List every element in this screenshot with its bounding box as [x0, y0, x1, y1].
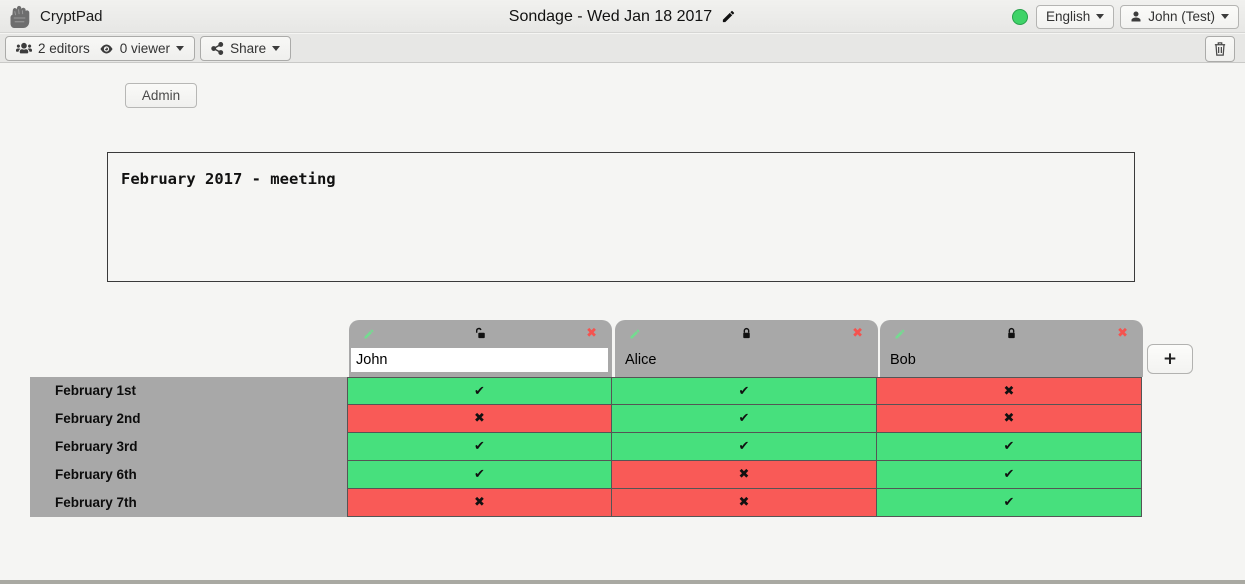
- delete-column-icon[interactable]: ✖: [586, 326, 597, 341]
- app-name: CryptPad: [40, 8, 103, 25]
- unlock-icon[interactable]: [474, 327, 488, 340]
- poll-row-label: February 6th: [30, 461, 347, 489]
- poll-grid: February 1st ✔ ✔ ✖ February 2nd ✖ ✔ ✖ February 3…: [30, 377, 1142, 517]
- poll-row-label: February 3rd: [30, 433, 347, 461]
- delete-column-icon[interactable]: ✖: [852, 326, 863, 341]
- viewers-count-label: 0 viewer: [119, 41, 171, 56]
- user-menu-dropdown[interactable]: John (Test): [1120, 4, 1239, 29]
- poll-cell-yes[interactable]: ✔: [612, 377, 877, 405]
- connection-status-dot: [1011, 8, 1028, 25]
- cryptpad-fist-logo: [8, 4, 31, 30]
- bottom-scrollbar[interactable]: [0, 580, 1245, 584]
- chevron-down-icon: [1221, 14, 1229, 19]
- chevron-down-icon: [272, 46, 281, 51]
- poll-cell-yes[interactable]: ✔: [612, 433, 877, 461]
- trash-icon: [1213, 41, 1227, 57]
- column-name-label: Alice: [625, 352, 657, 368]
- delete-column-icon[interactable]: ✖: [1117, 326, 1128, 341]
- poll-column-header: ✖: [349, 320, 612, 377]
- lock-icon[interactable]: [1005, 327, 1018, 340]
- users-icon: [16, 42, 32, 55]
- poll-cell-no[interactable]: ✖: [877, 377, 1142, 405]
- column-name-input[interactable]: [351, 348, 608, 372]
- trash-button[interactable]: [1205, 36, 1235, 62]
- poll-cell-yes[interactable]: ✔: [877, 489, 1142, 517]
- poll-cell-yes[interactable]: ✔: [347, 377, 612, 405]
- poll-description-textarea[interactable]: [107, 152, 1135, 282]
- brand: CryptPad: [8, 0, 103, 33]
- poll-row-label: February 7th: [30, 489, 347, 517]
- lock-icon[interactable]: [740, 327, 753, 340]
- poll-cell-no[interactable]: ✖: [612, 461, 877, 489]
- user-label: John (Test): [1148, 9, 1215, 24]
- poll-column-header: ✖ Alice: [615, 320, 878, 377]
- edit-column-icon[interactable]: [363, 328, 375, 340]
- add-column-button[interactable]: +: [1147, 344, 1193, 374]
- poll-cell-yes[interactable]: ✔: [347, 461, 612, 489]
- column-name-label: Bob: [890, 352, 916, 368]
- userlist-button[interactable]: 2 editors 0 viewer: [5, 36, 196, 61]
- poll-cell-no[interactable]: ✖: [347, 405, 612, 433]
- document-title: Sondage - Wed Jan 18 2017: [508, 7, 713, 25]
- share-label: Share: [230, 41, 267, 56]
- poll-column-header: ✖ Bob: [880, 320, 1143, 377]
- poll-cell-no[interactable]: ✖: [347, 489, 612, 517]
- poll-cell-yes[interactable]: ✔: [877, 461, 1142, 489]
- poll-cell-yes[interactable]: ✔: [347, 433, 612, 461]
- edit-title-pencil-icon[interactable]: [721, 9, 736, 24]
- top-bar: CryptPad Sondage - Wed Jan 18 2017 Engli…: [0, 0, 1245, 33]
- share-icon: [211, 42, 224, 55]
- share-button[interactable]: Share: [200, 36, 292, 61]
- poll-cell-no[interactable]: ✖: [612, 489, 877, 517]
- user-icon: [1130, 10, 1142, 23]
- admin-button[interactable]: Admin: [125, 83, 197, 108]
- eye-icon: [99, 43, 114, 55]
- editors-count-label: 2 editors: [38, 41, 90, 56]
- language-label: English: [1045, 9, 1091, 24]
- poll-row-label: February 1st: [30, 377, 347, 405]
- poll-row-label: February 2nd: [30, 405, 347, 433]
- chevron-down-icon: [1096, 14, 1105, 19]
- poll-cell-no[interactable]: ✖: [877, 405, 1142, 433]
- poll-cell-yes[interactable]: ✔: [612, 405, 877, 433]
- topbar-right: English John (Test): [1011, 0, 1239, 33]
- language-dropdown[interactable]: English: [1035, 4, 1115, 29]
- edit-column-icon[interactable]: [629, 328, 641, 340]
- edit-column-icon[interactable]: [894, 328, 906, 340]
- app-toolbar: 2 editors 0 viewer Share: [0, 34, 1245, 63]
- poll-cell-yes[interactable]: ✔: [877, 433, 1142, 461]
- chevron-down-icon: [176, 46, 185, 51]
